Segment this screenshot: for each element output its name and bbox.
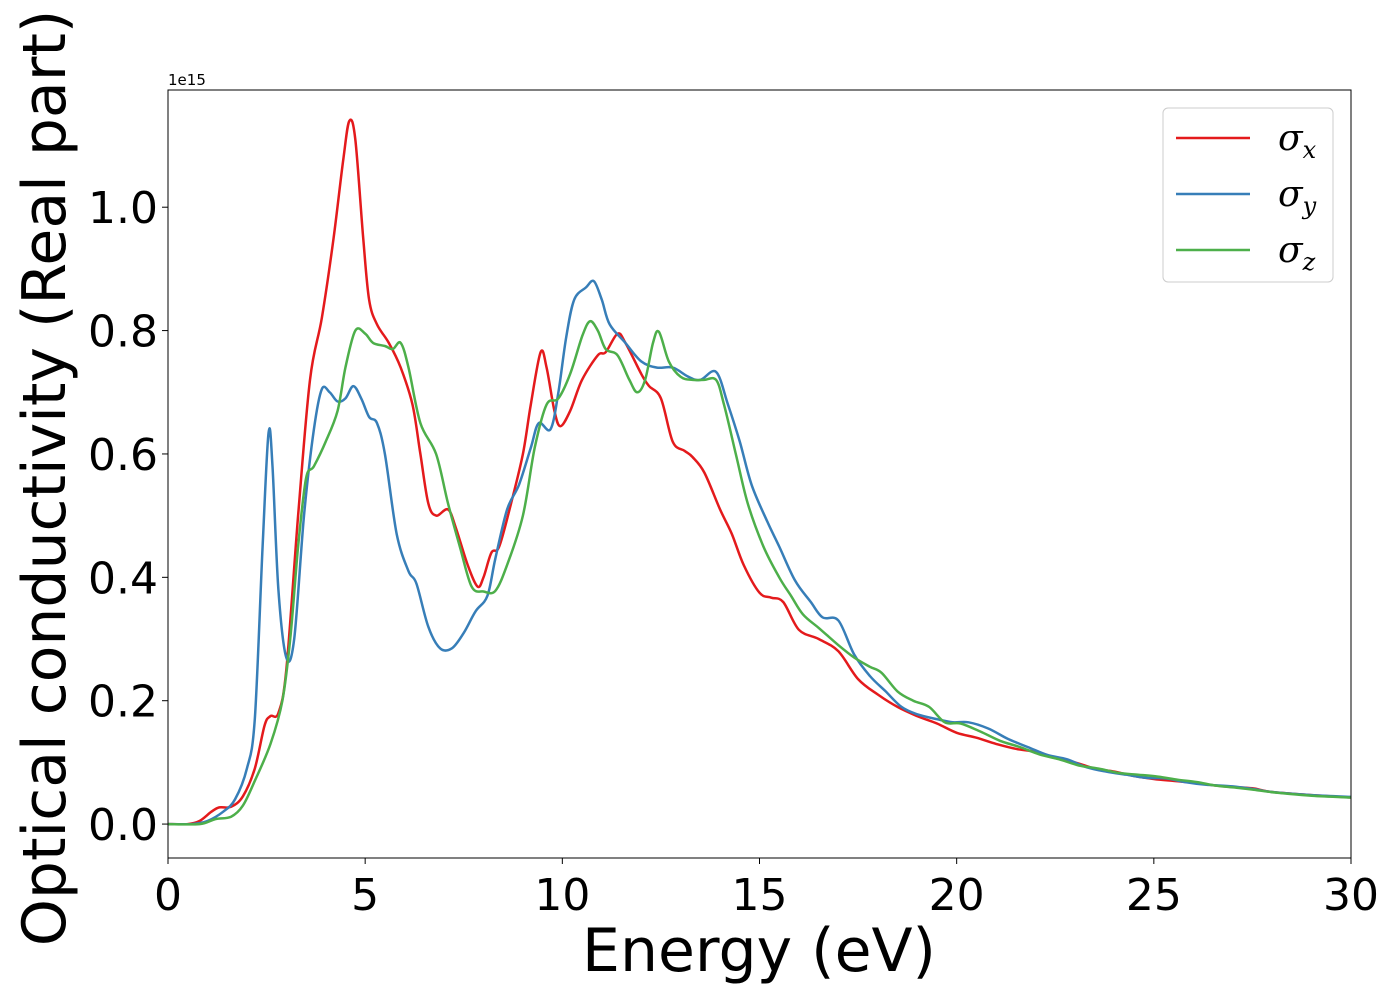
- x-tick-label: 10: [534, 870, 590, 921]
- x-tick-label: 15: [732, 870, 788, 921]
- x-tick-label: 0: [154, 870, 182, 921]
- series-line-z: [167, 319, 1352, 826]
- y-tick-label: 0.8: [88, 307, 158, 358]
- y-tick-label: 0.2: [88, 677, 158, 728]
- y-offset-label: 1e15: [168, 71, 206, 89]
- x-axis-title: Energy (eV): [582, 916, 936, 986]
- y-axis-title: Optical conductivity (Real part): [10, 10, 80, 947]
- x-axis: 0 5 10 15 20 25 30: [154, 858, 1379, 921]
- y-axis: 0.0 0.2 0.4 0.6 0.8 1.0: [88, 183, 168, 851]
- legend-label-x: σx: [1278, 118, 1317, 164]
- series-line-y: [167, 279, 1352, 826]
- x-tick-label: 25: [1126, 870, 1182, 921]
- series-line-x: [167, 118, 1352, 826]
- series-layer: [167, 118, 1352, 826]
- y-tick-label: 0.0: [88, 800, 158, 851]
- x-tick-label: 30: [1323, 870, 1379, 921]
- legend-label-z: σz: [1278, 230, 1316, 276]
- x-tick-label: 20: [929, 870, 985, 921]
- plot-area: [168, 90, 1351, 858]
- y-tick-label: 0.4: [88, 553, 158, 604]
- y-tick-label: 0.6: [88, 430, 158, 481]
- legend: σx σy σz: [1162, 107, 1334, 283]
- y-tick-label: 1.0: [88, 183, 158, 234]
- legend-label-y: σy: [1278, 174, 1317, 220]
- x-tick-label: 5: [351, 870, 379, 921]
